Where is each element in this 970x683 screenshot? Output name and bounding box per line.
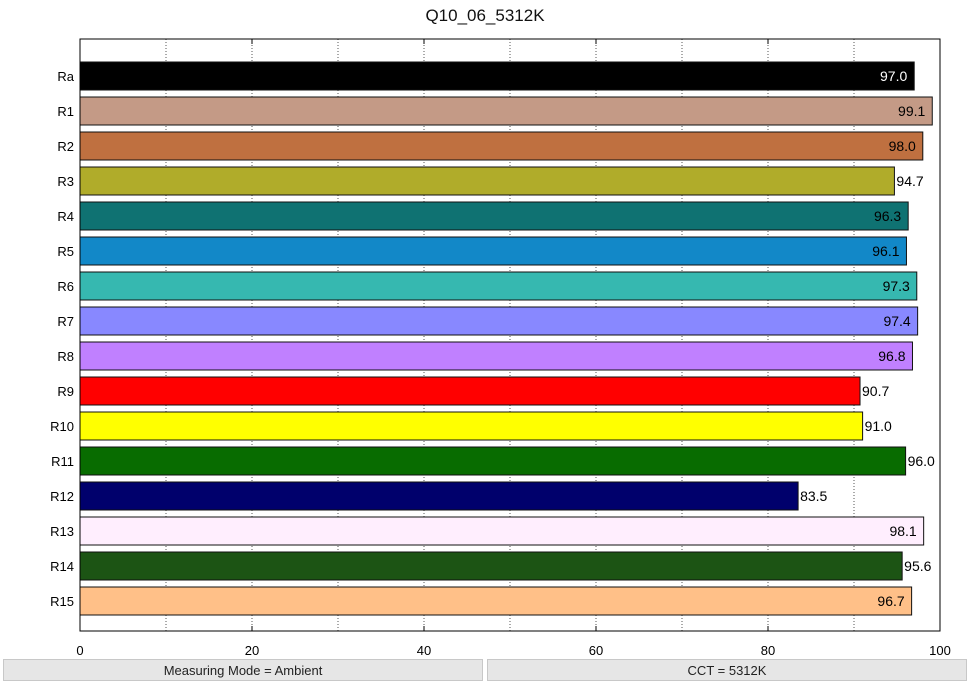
value-label: 91.0	[865, 418, 892, 434]
value-label: 83.5	[800, 488, 827, 504]
category-label: R8	[57, 349, 74, 364]
category-label: R6	[57, 279, 74, 294]
value-label: 90.7	[862, 383, 889, 399]
value-label: 97.3	[883, 278, 910, 294]
category-label: R3	[57, 174, 74, 189]
category-label: Ra	[57, 69, 74, 84]
chart-title: Q10_06_5312K	[425, 6, 545, 25]
value-label: 97.4	[883, 313, 910, 329]
bar-r11	[79, 446, 907, 476]
cct-status: CCT = 5312K	[487, 659, 967, 681]
category-label: R10	[50, 419, 74, 434]
category-label: R9	[57, 384, 74, 399]
bar-r10	[79, 411, 864, 441]
bar-r6	[79, 271, 918, 301]
category-label: R14	[50, 559, 74, 574]
bar-ra	[79, 61, 915, 91]
category-label: R1	[57, 104, 74, 119]
value-label: 94.7	[896, 173, 923, 189]
x-tick-label: 0	[76, 643, 83, 658]
x-tick-label: 80	[761, 643, 775, 658]
x-tick-label: 20	[245, 643, 259, 658]
bars	[79, 61, 933, 616]
measuring-mode-status: Measuring Mode = Ambient	[3, 659, 483, 681]
x-tick-label: 40	[417, 643, 431, 658]
bar-r1	[79, 96, 933, 126]
value-label: 95.6	[904, 558, 931, 574]
bar-r5	[79, 236, 907, 266]
value-label: 96.7	[877, 593, 904, 609]
value-label: 96.1	[872, 243, 899, 259]
bar-r14	[79, 551, 903, 581]
bar-r2	[79, 131, 924, 161]
category-label: R13	[50, 524, 74, 539]
category-label: R5	[57, 244, 74, 259]
category-label: R2	[57, 139, 74, 154]
bar-r15	[79, 586, 913, 616]
category-label: R12	[50, 489, 74, 504]
category-label: R7	[57, 314, 74, 329]
x-axis-ticks: 0 20 40 60 80 100	[76, 39, 951, 658]
value-label: 99.1	[898, 103, 925, 119]
category-labels: 97.0 Ra 99.1 R1 98.0 R2 94.7 R3 96.3 R4 96.1 R5 97.3…	[50, 68, 935, 609]
bar-r3	[79, 166, 895, 196]
bar-r13	[79, 516, 925, 546]
plot-frame	[79, 38, 941, 632]
plot-area-border	[79, 38, 941, 632]
bar-r7	[79, 306, 919, 336]
value-label: 97.0	[880, 68, 907, 84]
value-label: 96.0	[908, 453, 935, 469]
bar-chart: 97.0 Ra 99.1 R1 98.0 R2 94.7 R3 96.3 R4 96.1 R5 97.3…	[50, 38, 951, 658]
bar-r4	[79, 201, 909, 231]
category-label: R11	[51, 454, 74, 469]
category-label: R4	[57, 209, 74, 224]
value-label: 96.8	[878, 348, 905, 364]
x-tick-label: 100	[929, 643, 951, 658]
bar-r8	[79, 341, 913, 371]
category-label: R15	[50, 594, 74, 609]
value-label: 96.3	[874, 208, 901, 224]
bar-r12	[79, 481, 799, 511]
bar-r9	[79, 376, 861, 406]
value-label: 98.0	[889, 138, 916, 154]
value-label: 98.1	[889, 523, 916, 539]
x-tick-label: 60	[589, 643, 603, 658]
